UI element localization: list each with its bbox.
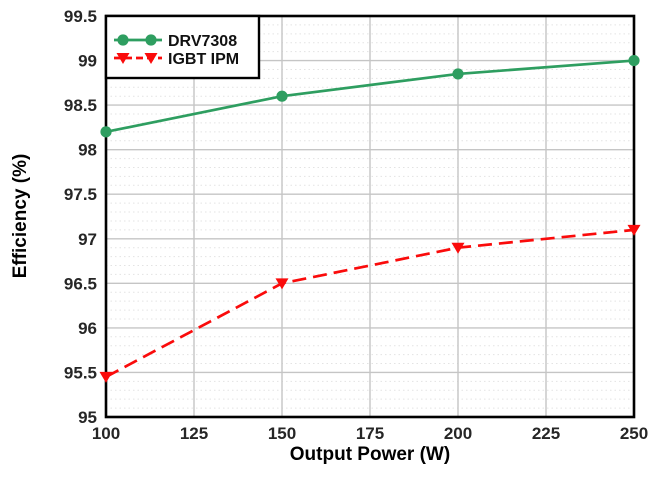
data-point-triangle-1-0 — [99, 371, 113, 383]
y-tick-label: 98 — [78, 141, 97, 160]
x-tick-label: 225 — [532, 424, 560, 443]
data-point-triangle-legend-1b — [144, 53, 158, 64]
series-line-0 — [105, 59, 635, 134]
data-point-triangle-1-1 — [275, 278, 289, 290]
y-tick-label: 97.5 — [64, 185, 97, 204]
data-point-triangle-1-3 — [627, 224, 641, 236]
y-tick-label: 98.5 — [64, 96, 97, 115]
x-axis-title: Output Power (W) — [289, 444, 451, 465]
data-point-circle-0-3 — [628, 54, 640, 67]
data-point-circle-legend-0a — [117, 34, 129, 46]
data-point-triangle-1-2 — [451, 242, 465, 254]
y-tick-label: 96 — [78, 319, 97, 338]
data-point-circle-legend-0b — [145, 34, 157, 46]
legend-entry-label: DRV7308 — [168, 33, 237, 50]
y-tick-label: 99 — [78, 52, 97, 71]
y-axis-title: Efficiency (%) — [10, 153, 31, 279]
y-tick-label: 95.5 — [64, 363, 97, 382]
legend-box — [104, 14, 261, 80]
series-line-1 — [105, 228, 635, 379]
x-tick-label: 100 — [92, 424, 120, 443]
plot-border — [104, 14, 636, 419]
x-tick-label: 250 — [620, 424, 648, 443]
x-tick-label: 125 — [180, 424, 208, 443]
data-point-circle-0-0 — [100, 126, 112, 138]
x-tick-label: 175 — [356, 424, 384, 443]
x-tick-label: 150 — [268, 424, 296, 443]
data-point-circle-0-2 — [452, 68, 464, 80]
y-tick-label: 96.5 — [64, 274, 97, 293]
x-tick-label: 200 — [444, 424, 472, 443]
data-point-circle-0-1 — [276, 90, 288, 102]
y-tick-label: 99.5 — [64, 7, 97, 26]
y-tick-label: 97 — [78, 230, 97, 249]
legend-entry-label: IGBT IPM — [168, 51, 239, 68]
data-point-triangle-legend-1a — [116, 53, 130, 64]
y-tick-label: 95 — [78, 408, 97, 427]
